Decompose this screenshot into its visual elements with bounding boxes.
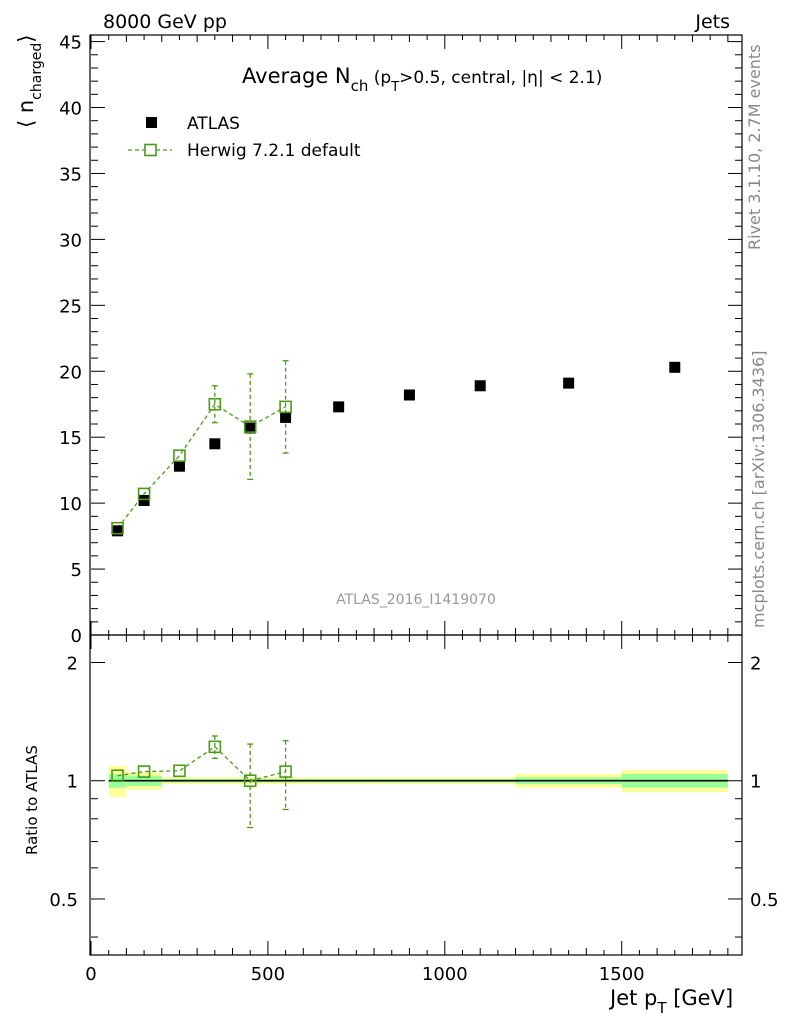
x-tick-label: 1500 bbox=[599, 964, 645, 985]
ratio-y-tick-label-right: 1 bbox=[750, 772, 761, 793]
atlas-point bbox=[209, 438, 221, 450]
ratio-y-axis-label: Ratio to ATLAS bbox=[23, 745, 41, 855]
main-y-tick-label: 15 bbox=[59, 428, 82, 449]
x-tick-label: 500 bbox=[251, 964, 285, 985]
atlas-point bbox=[563, 377, 575, 389]
atlas-point bbox=[333, 401, 345, 413]
ratio-herwig-point bbox=[111, 769, 124, 782]
x-tick-label: 0 bbox=[85, 964, 96, 985]
main-y-axis-label: ⟨ ncharged⟩ bbox=[14, 35, 45, 128]
ratio-herwig-point bbox=[173, 764, 186, 778]
x-tick-label: 1000 bbox=[422, 964, 468, 985]
atlas-point bbox=[173, 460, 185, 472]
atlas-point bbox=[669, 361, 681, 373]
ratio-y-tick-label-right: 0.5 bbox=[750, 890, 779, 911]
atlas-point bbox=[112, 525, 124, 537]
x-axis-label: Jet pT [GeV] bbox=[608, 986, 733, 1017]
main-series bbox=[111, 360, 681, 537]
ratio-y-tick-label: 0.5 bbox=[49, 890, 78, 911]
main-y-ticks: 0 5 10 15 20 25 30 35 40 45 bbox=[59, 33, 742, 647]
ratio-series bbox=[111, 735, 292, 829]
main-x-ticks bbox=[90, 35, 729, 635]
ratio-y-ticks: 0.5 0.5 1 1 2 2 bbox=[49, 654, 779, 938]
legend-herwig-marker bbox=[144, 143, 157, 157]
main-y-tick-label: 0 bbox=[71, 626, 82, 647]
collision-label: 8000 GeV pp bbox=[103, 11, 227, 33]
herwig-point bbox=[208, 397, 222, 411]
atlas-point bbox=[280, 411, 292, 423]
ratio-herwig-point bbox=[208, 740, 222, 754]
herwig-point bbox=[279, 400, 292, 414]
ratio-herwig-point bbox=[279, 765, 292, 778]
atlas-point bbox=[244, 422, 256, 434]
herwig-point bbox=[173, 449, 186, 462]
main-y-tick-label: 35 bbox=[59, 164, 82, 185]
rivet-info-label: Rivet 3.1.10, 2.7M events bbox=[745, 44, 764, 250]
ratio-herwig-point bbox=[137, 765, 151, 778]
atlas-point bbox=[138, 494, 150, 506]
mcplots-info-label: mcplots.cern.ch [arXiv:1306.3436] bbox=[749, 351, 768, 628]
main-y-tick-label: 5 bbox=[71, 560, 82, 581]
ratio-panel-frame bbox=[89, 634, 743, 956]
legend-atlas-marker bbox=[146, 117, 157, 128]
main-y-tick-label: 10 bbox=[59, 494, 82, 515]
analysis-watermark: ATLAS_2016_I1419070 bbox=[336, 592, 496, 608]
ratio-y-tick-label-right: 2 bbox=[750, 654, 761, 675]
process-label: Jets bbox=[694, 11, 730, 33]
herwig-line bbox=[117, 403, 286, 529]
legend-herwig-label: Herwig 7.2.1 default bbox=[187, 141, 361, 161]
herwig-point bbox=[243, 420, 257, 433]
ratio-y-tick-label: 2 bbox=[67, 654, 78, 675]
ratio-herwig-line bbox=[117, 745, 286, 782]
legend-atlas-label: ATLAS bbox=[187, 114, 240, 134]
herwig-point bbox=[137, 487, 151, 501]
atlas-point bbox=[403, 389, 415, 401]
atlas-point bbox=[474, 380, 486, 392]
main-y-tick-label: 20 bbox=[59, 362, 82, 383]
main-y-tick-label: 30 bbox=[59, 230, 82, 251]
ratio-panel bbox=[108, 766, 728, 797]
legend: ATLAS Herwig 7.2.1 default bbox=[128, 114, 361, 161]
main-y-tick-label: 25 bbox=[59, 296, 82, 317]
main-y-tick-label: 45 bbox=[59, 33, 82, 54]
ratio-x-ticks: 0 500 1000 1500 bbox=[85, 635, 729, 985]
chart-title: Average Nch (pT>0.5, central, |η| < 2.1) bbox=[242, 64, 602, 95]
herwig-point bbox=[111, 521, 124, 535]
main-y-tick-label: 40 bbox=[59, 99, 82, 120]
ratio-y-tick-label: 1 bbox=[67, 772, 78, 793]
ratio-herwig-point bbox=[243, 774, 257, 788]
